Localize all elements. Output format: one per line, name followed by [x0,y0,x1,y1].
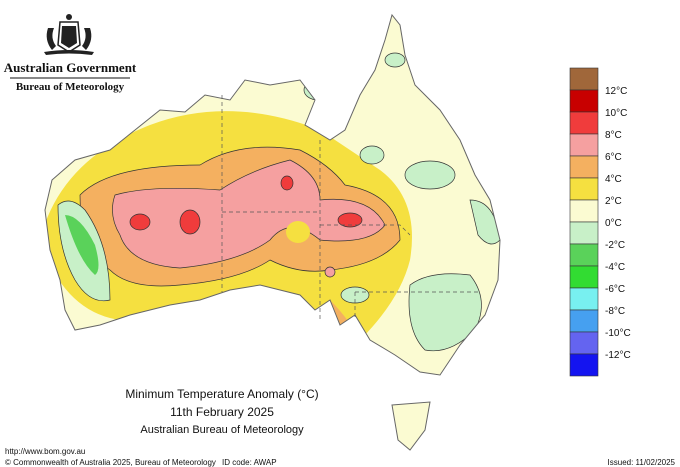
crest [44,14,94,55]
legend-swatch [569,331,599,355]
legend-label: -2°C [605,240,625,251]
legend-swatch [569,89,599,113]
footer-url: http://www.bom.gov.au [5,447,85,456]
agency: Bureau of Meteorology [16,81,125,93]
footer-issued: Issued: 11/02/2025 [608,458,676,467]
legend-label: -10°C [605,328,631,339]
legend: 12°C 10°C 8°C 6°C 4°C 2°C 0°C -2°C -4°C -6°C -8°C -… [569,67,631,377]
coastline [44,13,501,451]
legend-label: -6°C [605,284,625,295]
footer-copyright: © Commonwealth of Australia 2025, Bureau… [5,458,216,467]
government: Australian Government [4,60,137,75]
legend-swatch [569,111,599,135]
legend-label: 4°C [605,174,622,185]
legend-swatch [569,133,599,157]
legend-swatch [569,243,599,267]
legend-label: 0°C [605,218,622,229]
legend-label: 6°C [605,152,622,163]
legend-swatch [569,265,599,289]
legend-label: 10°C [605,108,627,119]
legend-swatch [569,199,599,223]
legend-label: 8°C [605,130,622,141]
legend-label: 2°C [605,196,622,207]
legend-label: -8°C [605,306,625,317]
footer-id: ID code: AWAP [222,458,277,467]
legend-swatch [569,155,599,179]
legend-swatch [569,309,599,333]
legend-label: 12°C [605,86,627,97]
legend-swatch [569,177,599,201]
legend-swatch [569,221,599,245]
map-title: Minimum Temperature Anomaly (°C) [125,387,318,401]
legend-label: -12°C [605,350,631,361]
state-borders [221,95,480,320]
legend-swatch [569,287,599,311]
legend-label: -4°C [605,262,625,273]
map-date: 11th February 2025 [170,405,274,419]
legend-swatch [569,353,599,377]
legend-swatch [569,67,599,91]
map-source: Australian Bureau of Meteorology [140,424,304,436]
